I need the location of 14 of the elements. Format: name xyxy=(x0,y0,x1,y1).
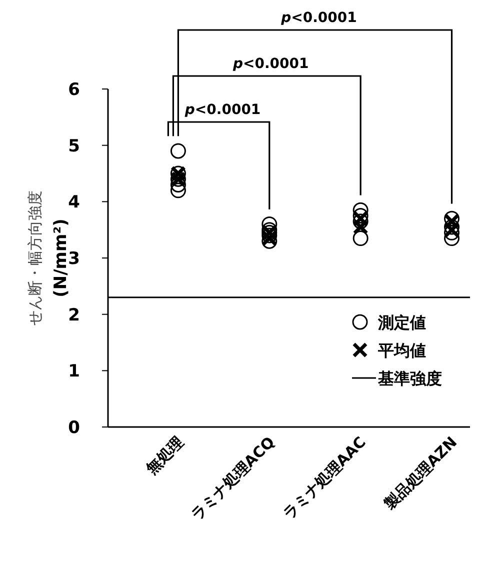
legend-label: 平均値 xyxy=(377,341,426,360)
y-tick-label: 5 xyxy=(68,136,80,156)
y-tick-label: 6 xyxy=(68,80,80,100)
y-tick-label: 1 xyxy=(68,362,80,382)
x-tick-label: 無処理 xyxy=(142,433,188,478)
y-tick-label: 2 xyxy=(68,305,80,326)
legend-label: 基準強度 xyxy=(377,369,442,388)
y-tick-label: 3 xyxy=(68,249,80,270)
text: p<0.0001 xyxy=(280,10,357,26)
legend-label: 測定値 xyxy=(377,313,426,332)
annotation: p<0.0001 xyxy=(184,102,261,118)
text: p<0.0001 xyxy=(232,56,309,72)
y-tick-label: 0 xyxy=(68,418,80,438)
y-tick-label: 4 xyxy=(68,192,80,213)
